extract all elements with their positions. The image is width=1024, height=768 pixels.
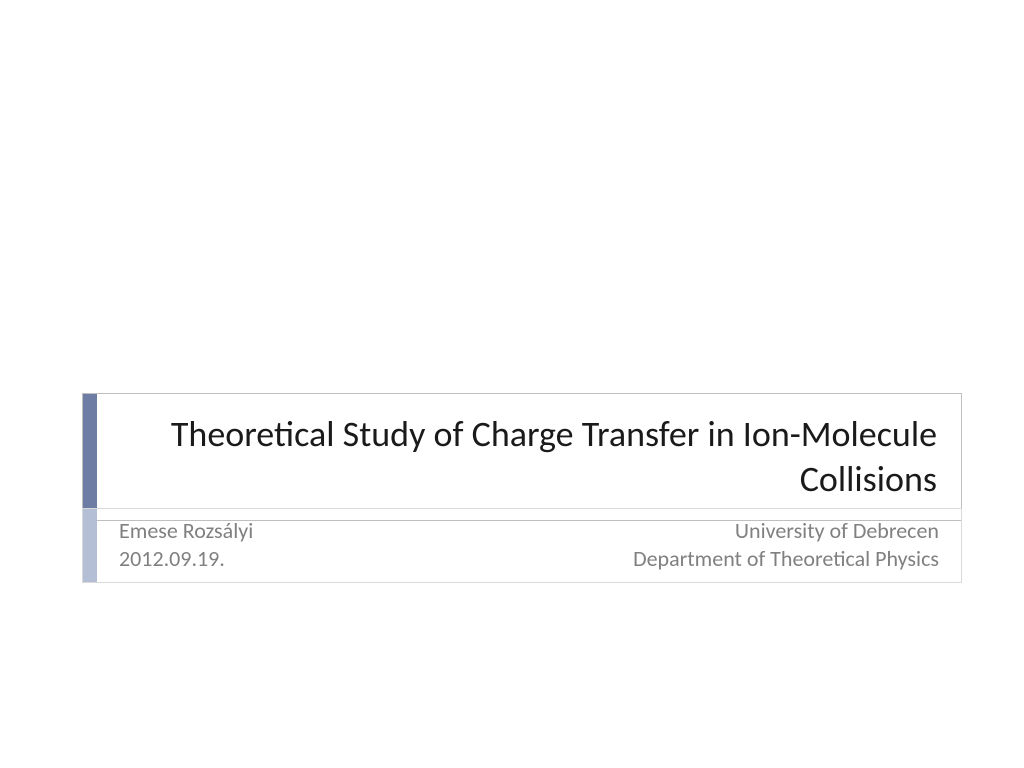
title-content: Theoretical Study of Charge Transfer in …	[97, 394, 961, 520]
presentation-date: 2012.09.19.	[119, 545, 253, 573]
affiliation-info: University of Debrecen Department of The…	[633, 517, 939, 572]
subtitle-content: Emese Rozsályi 2012.09.19. University of…	[97, 509, 961, 582]
title-accent-bar	[83, 394, 97, 520]
subtitle-accent-bar	[83, 509, 97, 582]
author-info: Emese Rozsályi 2012.09.19.	[119, 517, 253, 572]
presentation-title: Theoretical Study of Charge Transfer in …	[135, 412, 937, 502]
title-block: Theoretical Study of Charge Transfer in …	[82, 393, 962, 521]
department-name: Department of Theoretical Physics	[633, 545, 939, 573]
subtitle-block: Emese Rozsályi 2012.09.19. University of…	[82, 508, 962, 583]
institution-name: University of Debrecen	[633, 517, 939, 545]
author-name: Emese Rozsályi	[119, 517, 253, 545]
